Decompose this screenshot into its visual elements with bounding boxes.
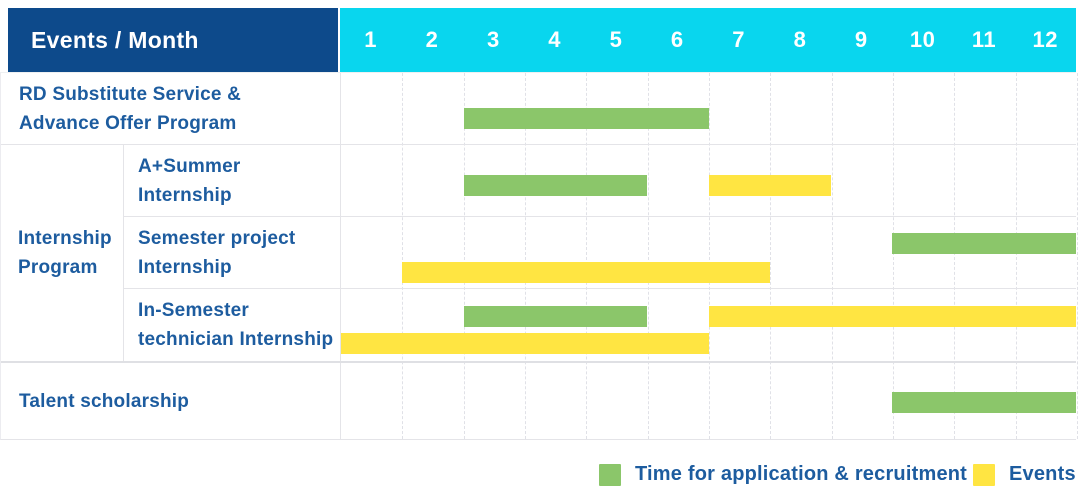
legend-item-application: Time for application & recruitment xyxy=(599,463,967,486)
month-header-cell: 3 xyxy=(486,27,500,52)
row-label-line: Internship xyxy=(138,256,232,278)
gantt-bar-event xyxy=(341,333,709,355)
row-label-line: technician Internship xyxy=(138,329,334,351)
row-label-in-semester: In-Semester technician Internship xyxy=(124,289,341,362)
legend-item-events: Events xyxy=(973,463,1076,486)
row-label-rd-substitute: RD Substitute Service & Advance Offer Pro… xyxy=(1,73,341,145)
month-header-cell: 1 xyxy=(364,27,378,52)
table-row-in-semester: In-Semester technician Internship xyxy=(124,289,1076,362)
month-header-cell: 10 xyxy=(909,27,936,52)
row-label-line: Internship xyxy=(138,184,232,206)
table-row-semester-project: Semester project Internship xyxy=(124,217,1076,290)
gantt-bar-application xyxy=(892,392,1076,414)
row-label-talent-scholarship: Talent scholarship xyxy=(1,363,341,439)
group-label-line: Program xyxy=(18,257,98,279)
timeline-a-summer xyxy=(341,145,1076,216)
row-label-line: A+Summer xyxy=(138,155,241,177)
table-row-a-summer: A+Summer Internship xyxy=(124,145,1076,218)
month-header-cell: 8 xyxy=(793,27,807,52)
row-label-line: Talent scholarship xyxy=(19,390,190,412)
row-label-a-summer: A+Summer Internship xyxy=(124,145,341,217)
row-label-line: Semester project xyxy=(138,227,296,249)
gantt-bar-application xyxy=(463,306,648,328)
month-gridline xyxy=(1077,73,1078,439)
month-gridline xyxy=(525,73,526,439)
table-row-talent-scholarship: Talent scholarship xyxy=(1,361,1076,439)
month-gridline xyxy=(1015,73,1017,439)
month-header-cell: 4 xyxy=(548,27,562,52)
gantt-bar-event xyxy=(708,175,831,197)
month-header-cell: 7 xyxy=(732,27,745,52)
month-gridline xyxy=(463,73,465,439)
gantt-bar-event xyxy=(708,306,1076,328)
gantt-table-body: RD Substitute Service & Advance Offer Pro… xyxy=(0,72,1078,440)
month-gridline xyxy=(586,73,588,439)
legend-swatch-yellow xyxy=(973,463,995,486)
month-header-row: 1 2 3 4 5 6 7 8 9 10 11 12 xyxy=(340,8,1076,72)
timeline-talent-scholarship xyxy=(341,363,1076,439)
month-gridline xyxy=(770,73,772,439)
row-label-semester-project: Semester project Internship xyxy=(124,217,341,289)
month-header-cell: 9 xyxy=(854,27,868,52)
group-label-internship-program: Internship Program xyxy=(1,145,124,362)
legend-label-events: Events xyxy=(1009,463,1076,485)
legend-label-application: Time for application & recruitment xyxy=(635,463,968,485)
gantt-bar-application xyxy=(463,175,648,197)
month-header-cell: 12 xyxy=(1032,27,1059,52)
timeline-in-semester xyxy=(341,289,1076,361)
month-header-cell: 11 xyxy=(971,27,997,52)
month-gridline xyxy=(954,73,956,439)
row-label-line: Advance Offer Program xyxy=(19,112,237,134)
month-gridline xyxy=(647,73,649,439)
month-gridline xyxy=(709,73,710,439)
month-gridline xyxy=(402,73,404,439)
month-header-cell: 6 xyxy=(670,27,684,52)
month-gridlines xyxy=(341,73,1078,439)
internship-program-section: Internship Program A+Summer Internship Se… xyxy=(1,145,1076,362)
table-row-rd-substitute: RD Substitute Service & Advance Offer Pro… xyxy=(1,73,1076,146)
month-gridline xyxy=(893,73,894,439)
gantt-bar-application xyxy=(463,108,709,129)
gantt-bar-application xyxy=(892,233,1076,255)
row-label-line: In-Semester xyxy=(138,300,249,322)
legend-swatch-green xyxy=(599,463,621,486)
group-label-line: Internship xyxy=(18,228,112,250)
month-header-cell: 2 xyxy=(425,27,439,52)
month-gridline xyxy=(831,73,833,439)
timeline-semester-project xyxy=(341,217,1076,288)
gantt-bar-event xyxy=(402,262,770,284)
timeline-rd-substitute xyxy=(341,73,1076,144)
events-month-header: Events / Month xyxy=(8,8,338,72)
month-header-cell: 5 xyxy=(609,27,623,52)
row-label-line: RD Substitute Service & xyxy=(19,83,242,105)
